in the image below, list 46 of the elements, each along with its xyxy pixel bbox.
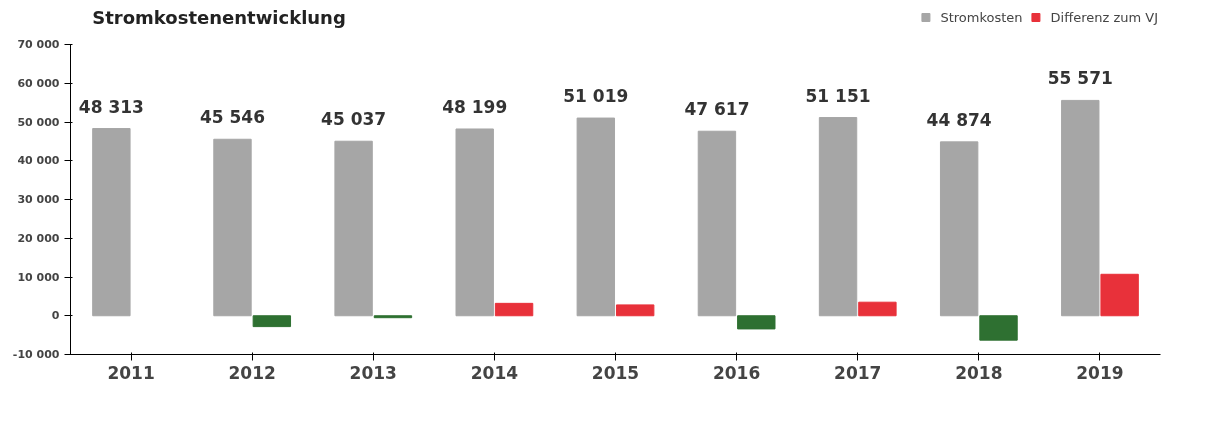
x-tick-label: 2015 (591, 362, 640, 383)
bar (92, 128, 131, 317)
y-tick-label: 70 000 (17, 38, 60, 51)
y-tick-label: 20 000 (17, 231, 60, 245)
data-label: 55 571 (1047, 68, 1113, 89)
data-label: 51 019 (563, 86, 629, 107)
y-tick-label: -10 000 (12, 348, 60, 361)
bar (576, 117, 616, 317)
chart-title: Stromkostenentwicklung (92, 7, 346, 28)
x-tick-label: 2017 (834, 362, 882, 383)
x-tick-label: 2019 (1076, 362, 1124, 383)
y-tick-label: 10 000 (17, 270, 60, 284)
bar (252, 315, 292, 328)
bar (737, 315, 776, 330)
data-label: 47 617 (684, 99, 750, 120)
legend-label: Differenz zum VJ (1050, 9, 1158, 25)
x-tick-label: 2016 (712, 362, 761, 383)
bar (455, 128, 494, 317)
data-label: 51 151 (805, 85, 871, 106)
bar (334, 140, 373, 317)
bar (1061, 99, 1100, 317)
legend-label: Stromkosten (940, 9, 1023, 25)
bar (1100, 273, 1139, 317)
bar (615, 304, 655, 317)
y-tick-label: 50 000 (17, 115, 60, 129)
x-tick-label: 2013 (349, 362, 397, 383)
y-tick-label: 40 000 (17, 154, 60, 168)
data-label: 45 546 (199, 107, 266, 128)
bar (939, 141, 979, 317)
data-label: 44 874 (926, 109, 992, 130)
y-tick-label: 30 000 (17, 193, 60, 206)
bar (697, 130, 737, 317)
y-tick-label: 60 000 (17, 76, 60, 90)
x-tick-label: 2018 (955, 362, 1003, 383)
bar (858, 301, 897, 317)
bar (494, 302, 534, 317)
x-tick-label: 2014 (470, 362, 519, 383)
data-label: 48 199 (442, 96, 508, 117)
y-tick-label: 0 (51, 309, 60, 323)
bar (213, 138, 252, 317)
bar (979, 315, 1018, 341)
data-label: 45 037 (321, 109, 387, 130)
x-tick-label: 2012 (228, 362, 276, 383)
x-tick-label: 2011 (107, 362, 155, 383)
bar (818, 117, 858, 317)
data-label: 48 313 (78, 96, 144, 117)
